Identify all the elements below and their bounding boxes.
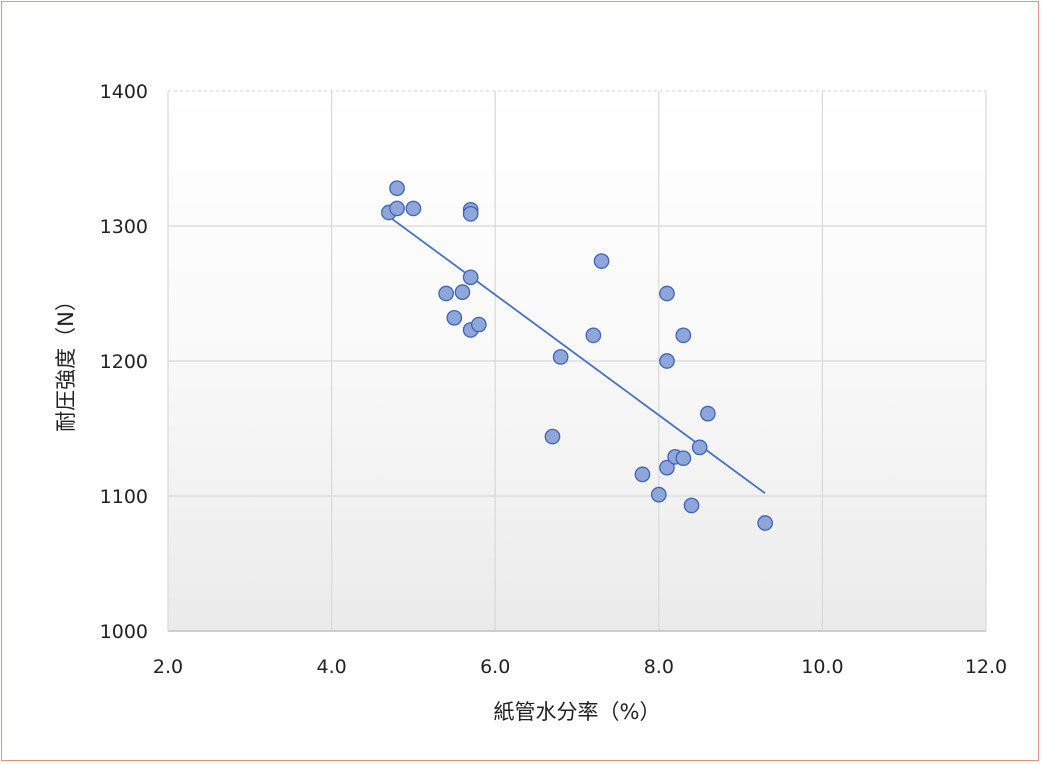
data-point bbox=[454, 284, 471, 300]
y-tick-label: 1200 bbox=[100, 351, 148, 373]
x-tick-label: 6.0 bbox=[480, 656, 510, 678]
y-axis-title: 耐圧強度（N） bbox=[54, 290, 78, 432]
y-tick-label: 1300 bbox=[100, 216, 148, 238]
data-point bbox=[405, 200, 422, 217]
x-tick-label: 12.0 bbox=[965, 656, 1007, 678]
data-point bbox=[585, 327, 602, 344]
x-axis-title: 紙管水分率（%） bbox=[494, 700, 661, 724]
data-point bbox=[389, 200, 405, 217]
data-point bbox=[446, 309, 463, 326]
data-point bbox=[438, 285, 454, 302]
data-point bbox=[593, 253, 610, 269]
data-point bbox=[470, 316, 487, 333]
data-point bbox=[552, 349, 569, 365]
x-tick-label: 10.0 bbox=[801, 656, 843, 678]
x-axis: 2.0 4.0 6.0 8.0 10.0 12.0 bbox=[153, 656, 1007, 678]
data-point bbox=[675, 327, 692, 344]
x-tick-label: 2.0 bbox=[153, 656, 183, 678]
data-point bbox=[659, 353, 675, 369]
data-point bbox=[389, 180, 405, 197]
data-point bbox=[544, 428, 561, 445]
x-tick-label: 4.0 bbox=[316, 656, 346, 678]
data-point bbox=[650, 486, 667, 503]
data-point bbox=[659, 285, 675, 302]
data-point bbox=[659, 459, 675, 476]
data-point bbox=[700, 405, 716, 422]
data-point bbox=[757, 515, 773, 531]
x-tick-label: 8.0 bbox=[644, 656, 674, 678]
gridlines bbox=[167, 90, 987, 632]
y-tick-label: 1400 bbox=[100, 81, 148, 103]
data-point bbox=[462, 206, 479, 222]
data-points bbox=[381, 180, 773, 531]
y-axis: 1000 1100 1200 1300 1400 bbox=[100, 81, 148, 643]
data-point bbox=[683, 497, 700, 514]
data-point bbox=[691, 439, 708, 456]
data-point bbox=[634, 466, 651, 483]
data-point bbox=[462, 269, 479, 286]
y-tick-label: 1000 bbox=[100, 621, 148, 643]
y-tick-label: 1100 bbox=[100, 486, 148, 508]
data-point bbox=[675, 450, 692, 467]
